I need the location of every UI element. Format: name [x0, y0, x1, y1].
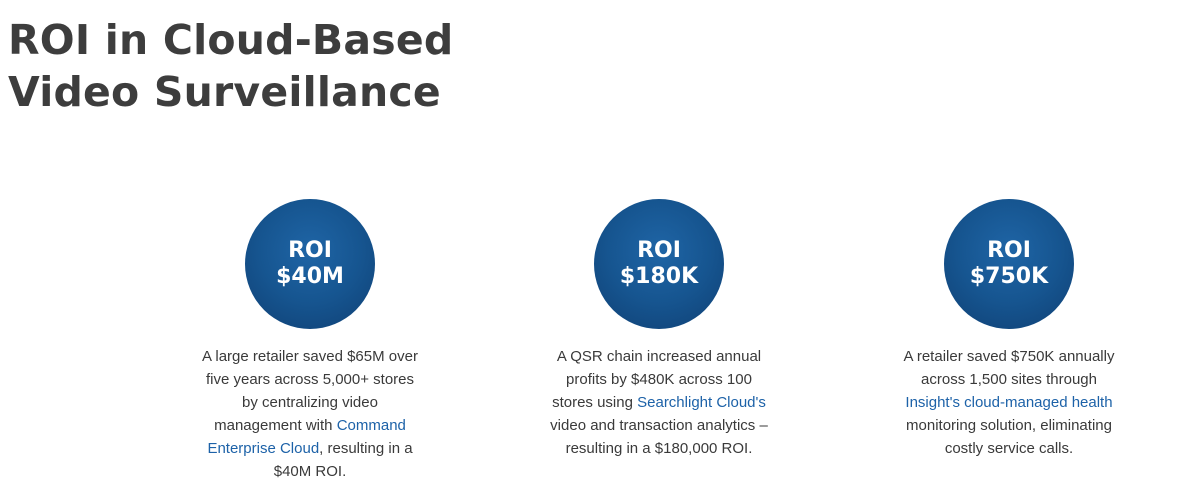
roi-card-180k: ROI $180K A QSR chain increased annual p…: [499, 199, 819, 460]
description-line: Enterprise Cloud, resulting in a: [150, 437, 470, 460]
description-line: stores using Searchlight Cloud's: [499, 391, 819, 414]
description-line: resulting in a $180,000 ROI.: [565, 440, 753, 457]
description-text: stores using: [552, 394, 638, 411]
roi-badge: ROI $180K: [594, 199, 724, 329]
insight-health-monitoring-link[interactable]: Insight's cloud-managed health: [905, 394, 1113, 411]
description-line: $40M ROI.: [273, 463, 347, 480]
description-line: A QSR chain increased annual: [556, 348, 762, 365]
description-text: management with: [214, 417, 337, 434]
description-line: management with Command: [150, 414, 470, 437]
description-text: , resulting in a: [319, 440, 413, 457]
description-line: A large retailer saved $65M over: [202, 348, 418, 365]
description-line: by centralizing video: [242, 394, 378, 411]
page-title-line-1: ROI in Cloud-Based: [8, 16, 454, 64]
roi-card-40m: ROI $40M A large retailer saved $65M ove…: [150, 199, 470, 483]
roi-badge-label: ROI: [987, 238, 1031, 263]
description-line: costly service calls.: [944, 440, 1074, 457]
description-line: Insight's cloud-managed health: [849, 391, 1169, 414]
roi-badge-value: $180K: [619, 264, 699, 289]
roi-description: A large retailer saved $65M over five ye…: [150, 345, 470, 483]
command-enterprise-cloud-link-cont[interactable]: Enterprise Cloud: [207, 440, 320, 457]
roi-card-750k: ROI $750K A retailer saved $750K annuall…: [849, 199, 1169, 460]
searchlight-cloud-link[interactable]: Searchlight Cloud's: [637, 394, 766, 411]
roi-badge-value: $40M: [276, 264, 344, 289]
roi-badge-value: $750K: [969, 264, 1049, 289]
page-title: ROI in Cloud-Based Video Surveillance: [8, 14, 453, 118]
roi-badge: ROI $750K: [944, 199, 1074, 329]
roi-badge-label: ROI: [288, 238, 332, 263]
description-line: across 1,500 sites through: [921, 371, 1097, 388]
roi-description: A retailer saved $750K annually across 1…: [849, 345, 1169, 460]
description-line: five years across 5,000+ stores: [205, 371, 414, 388]
description-line: A retailer saved $750K annually: [903, 348, 1115, 365]
roi-badge: ROI $40M: [245, 199, 375, 329]
description-line: video and transaction analytics –: [550, 417, 768, 434]
command-enterprise-cloud-link[interactable]: Command: [336, 417, 406, 434]
description-line: monitoring solution, eliminating: [906, 417, 1112, 434]
description-line: profits by $480K across 100: [566, 371, 752, 388]
roi-description: A QSR chain increased annual profits by …: [499, 345, 819, 460]
page-title-line-2: Video Surveillance: [8, 68, 441, 116]
roi-badge-label: ROI: [637, 238, 681, 263]
